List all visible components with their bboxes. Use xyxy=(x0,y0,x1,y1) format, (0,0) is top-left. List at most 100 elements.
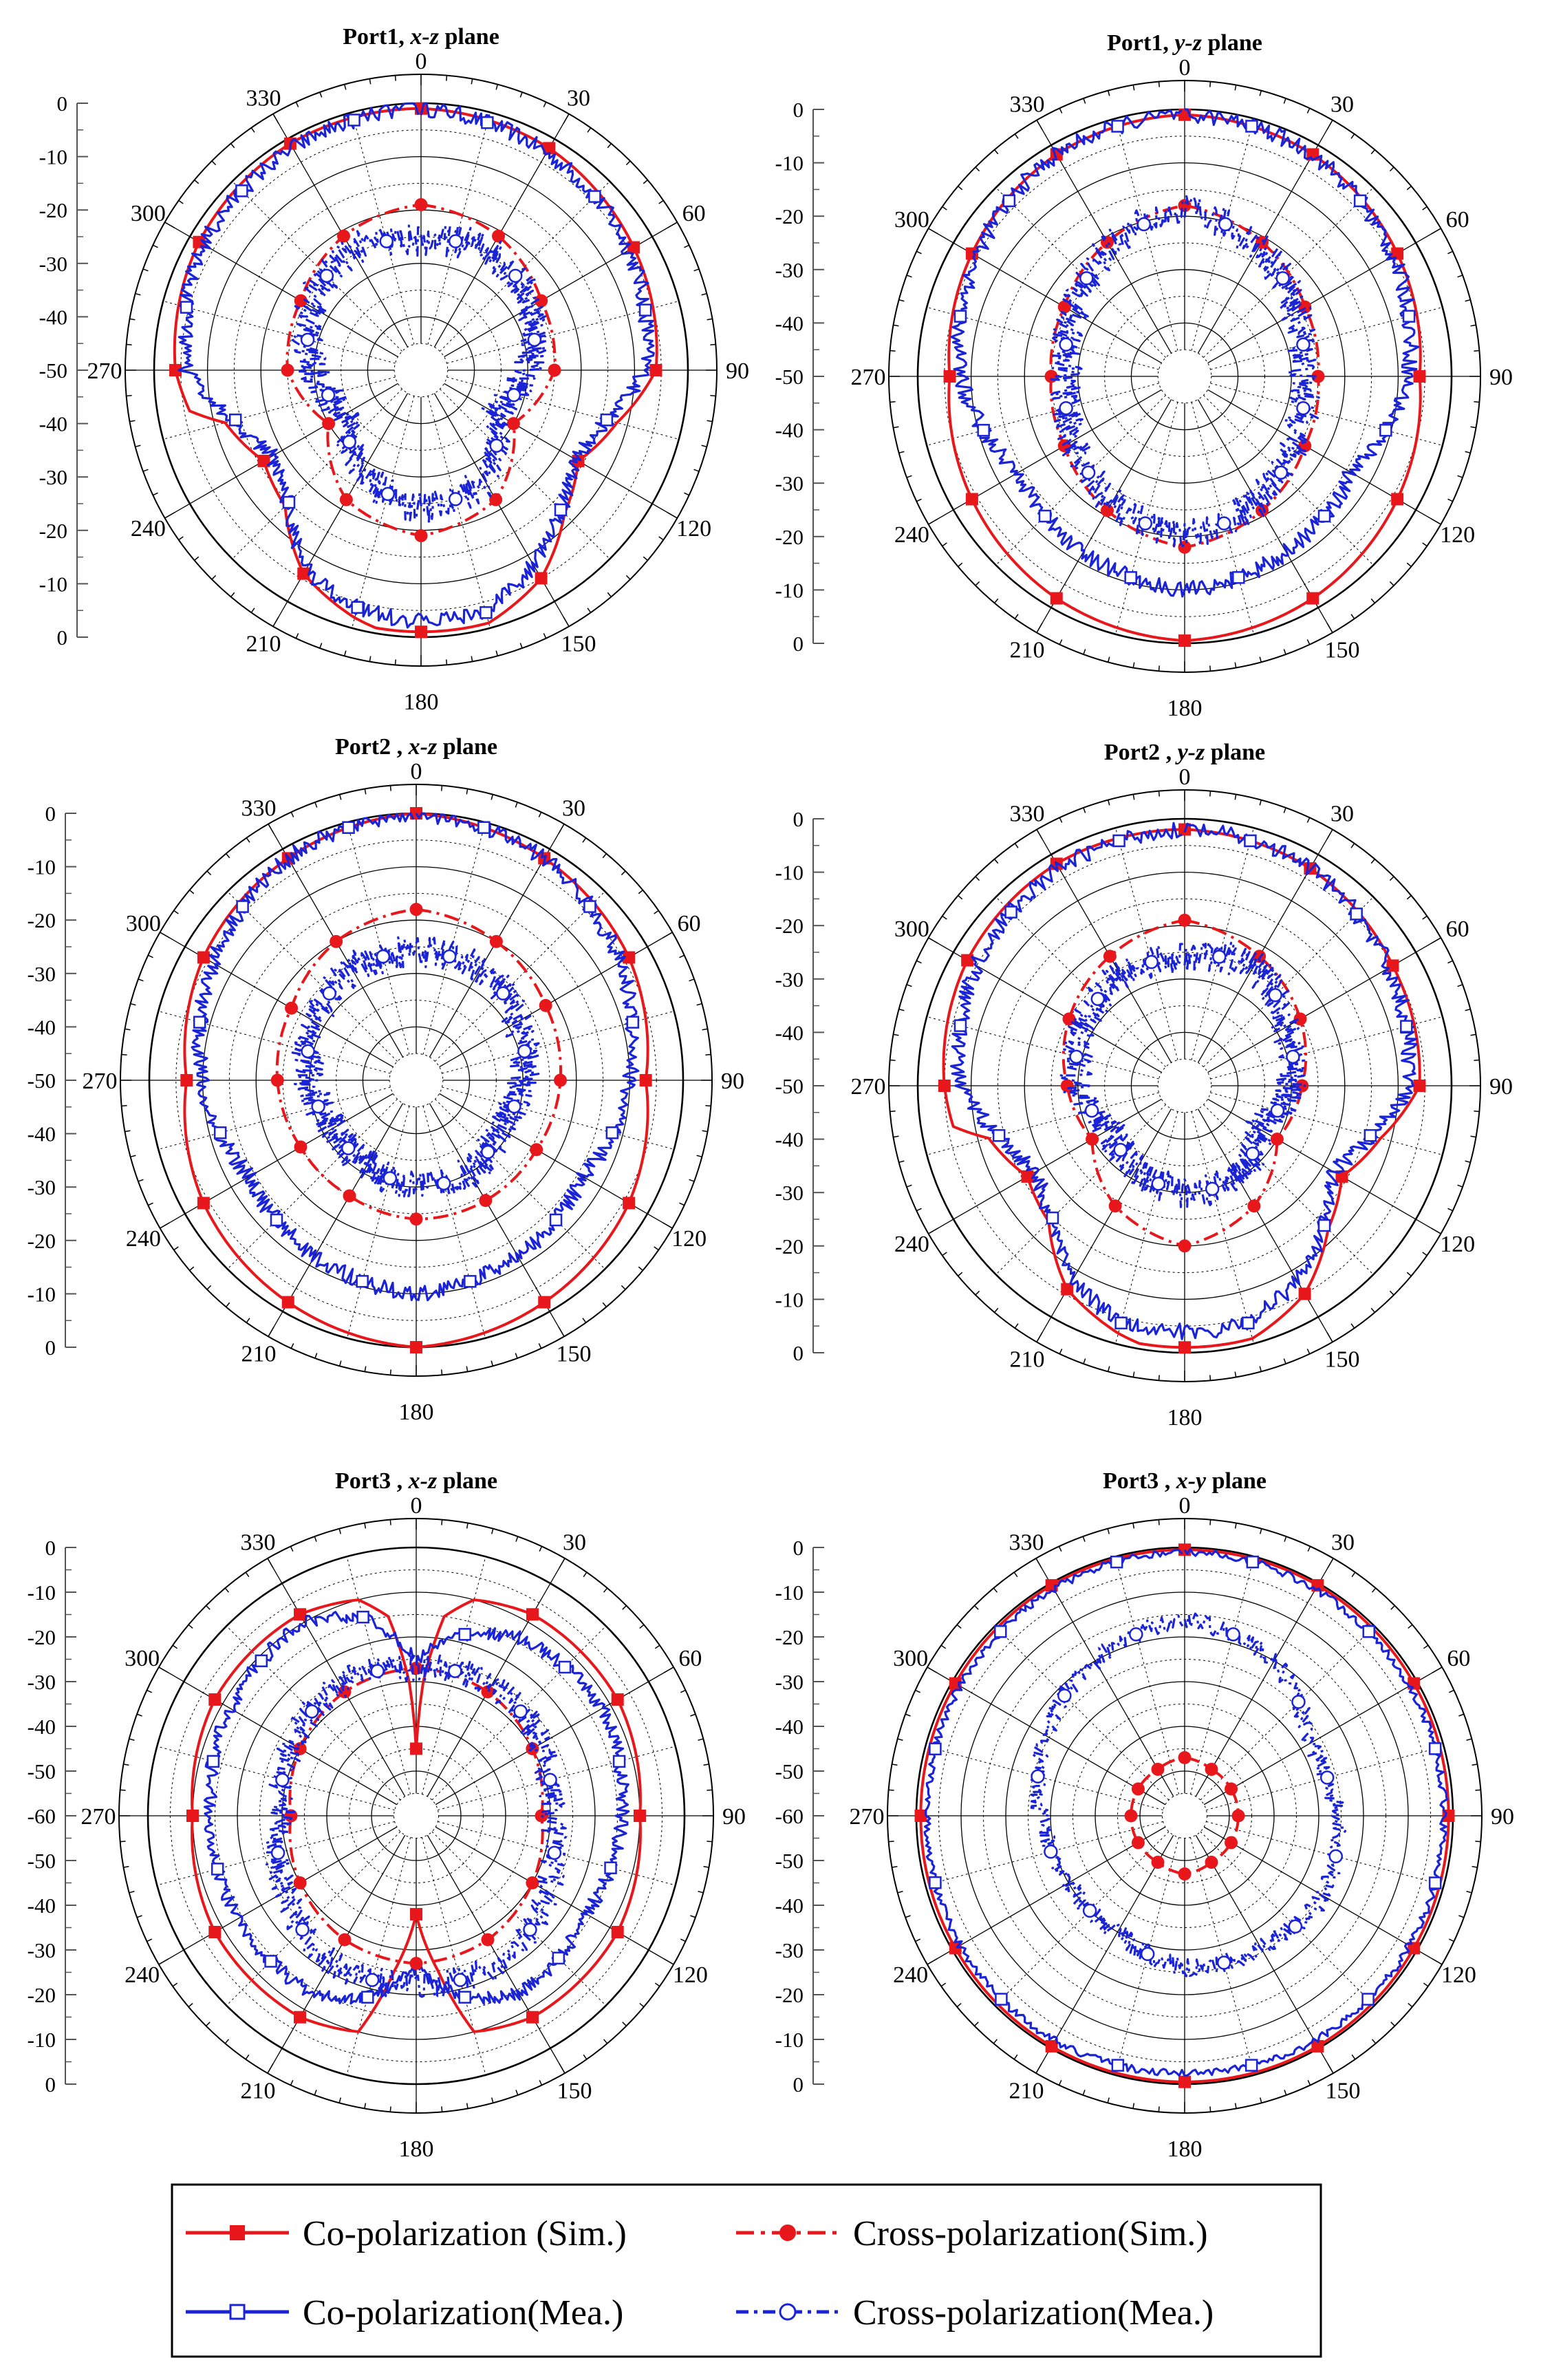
angle-label-240: 240 xyxy=(126,1226,161,1252)
grid-spoke xyxy=(433,393,570,627)
angle-tick xyxy=(993,1587,998,1593)
angle-tick xyxy=(178,200,184,204)
angle-tick xyxy=(129,1891,135,1894)
title-plane-word: plane xyxy=(439,24,499,50)
marker-square-filled xyxy=(965,247,978,260)
angle-tick xyxy=(224,1587,230,1593)
angle-tick xyxy=(1234,662,1237,668)
series-cross-mea xyxy=(264,1653,568,1999)
angle-tick xyxy=(172,1644,178,1649)
angle-tick xyxy=(1447,960,1454,964)
angle-tick xyxy=(466,789,468,795)
marker-square-filled xyxy=(1413,370,1426,383)
angle-tick xyxy=(1389,167,1394,172)
grid-spoke xyxy=(1203,187,1374,358)
angle-tick xyxy=(916,250,922,255)
marker-circle-open xyxy=(523,1922,537,1937)
angle-tick xyxy=(1158,791,1160,797)
angle-tick xyxy=(690,1713,696,1717)
marker-square-open xyxy=(458,1628,471,1641)
marker-square-open xyxy=(953,310,967,323)
angle-tick xyxy=(1014,614,1019,619)
angle-tick xyxy=(906,984,912,987)
angle-tick xyxy=(956,1624,962,1629)
angle-tick xyxy=(897,1891,903,1894)
grid-spoke xyxy=(1189,1556,1255,1794)
angle-label-0: 0 xyxy=(416,49,427,74)
angle-tick xyxy=(905,1915,911,1918)
series-line xyxy=(291,224,548,524)
angle-tick xyxy=(369,78,371,85)
marker-circle-open xyxy=(379,234,394,248)
db-tick-label: -30 xyxy=(775,967,804,991)
angle-tick xyxy=(587,608,592,613)
angle-tick xyxy=(890,350,896,352)
angle-tick xyxy=(993,2039,998,2044)
polar-grid xyxy=(125,74,718,667)
angle-tick xyxy=(703,1763,709,1766)
angle-tick xyxy=(1107,2097,1110,2103)
angle-tick xyxy=(389,1519,391,1525)
angle-tick xyxy=(696,1003,702,1006)
polar-chart-3: Port2 , x-z plane03060901201501802102402… xyxy=(28,734,744,1425)
marker-circle-open xyxy=(1286,1049,1300,1064)
title-plane-word: plane xyxy=(437,734,497,760)
title-plane-axes: y-z xyxy=(1172,30,1202,56)
angle-tick xyxy=(707,1841,713,1843)
grid-spoke xyxy=(995,1104,1166,1275)
angle-tick xyxy=(1457,475,1463,478)
angle-tick xyxy=(684,492,690,496)
marker-square-filled xyxy=(193,235,206,248)
angle-tick xyxy=(1059,1349,1063,1355)
angle-tick xyxy=(1447,1208,1454,1212)
angle-tick xyxy=(1014,843,1019,848)
angle-label-60: 60 xyxy=(1447,1646,1470,1671)
angle-tick xyxy=(994,859,999,864)
db-tick-label: -10 xyxy=(39,145,67,169)
angle-tick xyxy=(1474,350,1480,352)
grid-spoke xyxy=(994,1625,1170,1801)
grid-spoke xyxy=(267,1834,406,2074)
polar-chart-1: Port1, x-z plane030609012015018021024027… xyxy=(39,24,749,715)
angle-tick xyxy=(1059,817,1063,823)
angle-label-270: 270 xyxy=(81,1804,116,1830)
angle-label-240: 240 xyxy=(131,516,166,542)
angle-tick xyxy=(1474,1059,1480,1061)
angle-tick xyxy=(1470,1033,1476,1036)
angle-tick xyxy=(211,575,217,580)
marker-circle-filled xyxy=(479,1194,493,1208)
marker-circle-open xyxy=(1044,1844,1058,1859)
angle-tick xyxy=(1132,2103,1135,2109)
angle-tick xyxy=(915,1689,921,1693)
marker-circle-open xyxy=(1079,271,1094,286)
angle-tick xyxy=(958,562,963,567)
grid-ring-minor xyxy=(1162,1793,1207,1838)
grid-spoke xyxy=(352,112,415,345)
marker-circle-open xyxy=(1291,1695,1306,1709)
angle-label-270: 270 xyxy=(851,365,886,390)
marker-square-open xyxy=(1002,194,1016,208)
chart-title: Port1, x-z plane xyxy=(343,24,499,50)
angle-tick xyxy=(246,837,250,843)
angle-tick xyxy=(582,837,587,843)
marker-circle-filled xyxy=(414,529,428,543)
marker-square-open xyxy=(612,1755,626,1768)
marker-circle-filled xyxy=(281,363,294,377)
marker-square-filled xyxy=(197,1197,210,1210)
db-tick-label: -40 xyxy=(775,418,804,442)
marker-square-open xyxy=(213,1126,227,1139)
angle-tick xyxy=(1209,665,1211,672)
angle-tick xyxy=(602,1302,607,1307)
angle-tick xyxy=(1390,2022,1396,2027)
angle-label-150: 150 xyxy=(1326,2078,1361,2103)
marker-square-open xyxy=(236,900,249,913)
marker-circle-open xyxy=(376,949,391,964)
angle-tick xyxy=(1447,250,1454,255)
marker-circle-open xyxy=(1275,271,1290,286)
angle-tick xyxy=(1307,2079,1311,2086)
marker-circle-open xyxy=(481,1145,495,1159)
angle-tick xyxy=(892,1763,898,1766)
marker-square-open xyxy=(1364,1129,1377,1142)
title-port: Port3 , xyxy=(335,1468,409,1494)
grid-spoke xyxy=(435,1826,674,1965)
